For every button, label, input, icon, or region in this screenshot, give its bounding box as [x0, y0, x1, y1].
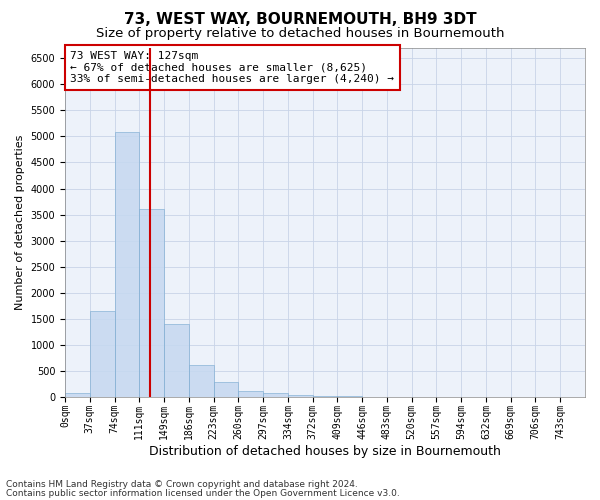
Bar — [139, 210, 164, 398]
Bar — [115, 132, 139, 398]
Bar — [238, 390, 263, 398]
Text: 73 WEST WAY: 127sqm
← 67% of detached houses are smaller (8,625)
33% of semi-det: 73 WEST WAY: 127sqm ← 67% of detached ho… — [70, 51, 394, 84]
Bar — [164, 324, 189, 398]
Bar — [362, 397, 387, 398]
Y-axis label: Number of detached properties: Number of detached properties — [15, 135, 25, 310]
Bar — [263, 392, 288, 398]
Bar — [65, 394, 90, 398]
Bar — [288, 394, 313, 398]
Text: 73, WEST WAY, BOURNEMOUTH, BH9 3DT: 73, WEST WAY, BOURNEMOUTH, BH9 3DT — [124, 12, 476, 28]
Text: Contains HM Land Registry data © Crown copyright and database right 2024.: Contains HM Land Registry data © Crown c… — [6, 480, 358, 489]
Bar — [313, 396, 337, 398]
X-axis label: Distribution of detached houses by size in Bournemouth: Distribution of detached houses by size … — [149, 444, 501, 458]
Bar — [189, 365, 214, 398]
Bar — [90, 312, 115, 398]
Text: Contains public sector information licensed under the Open Government Licence v3: Contains public sector information licen… — [6, 489, 400, 498]
Bar — [214, 382, 238, 398]
Bar — [337, 396, 362, 398]
Text: Size of property relative to detached houses in Bournemouth: Size of property relative to detached ho… — [96, 28, 504, 40]
